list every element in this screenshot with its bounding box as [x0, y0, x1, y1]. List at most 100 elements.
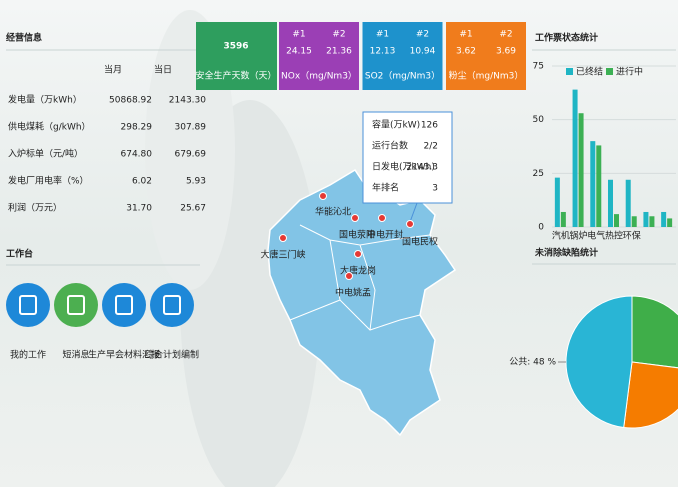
pie-slice [631, 295, 678, 369]
bar [631, 216, 637, 227]
kpi-box [196, 22, 277, 90]
unit-label: #1 [376, 30, 389, 40]
cell: 674.80 [121, 150, 153, 160]
column-header: 当日 [154, 64, 172, 76]
cell: 679.69 [175, 150, 207, 160]
bar [590, 141, 596, 227]
app-glyph[interactable] [163, 295, 181, 315]
legend-swatch [566, 68, 573, 75]
app-glyph[interactable] [115, 295, 133, 315]
app-label: 综合计划编制 [145, 349, 199, 361]
column-header: 当月 [104, 64, 122, 76]
app-glyph[interactable] [67, 295, 85, 315]
cell: 307.89 [175, 123, 207, 133]
map-border [289, 299, 341, 321]
legend-swatch [606, 68, 613, 75]
bar [578, 113, 584, 227]
kpi-value: 3596 [223, 42, 248, 52]
kpi-value: 10.94 [410, 47, 436, 57]
tooltip-value: 2143.3 [407, 163, 439, 173]
bar [596, 145, 602, 227]
app-label: 生产早会材料汇报 [88, 349, 160, 361]
row-label: 发电量（万kWh） [8, 94, 82, 106]
bar [560, 211, 566, 227]
kpi-value: 12.13 [370, 47, 396, 57]
x-tick-label: 电气 [587, 230, 605, 242]
kpi-value: 21.36 [326, 47, 352, 57]
plant-marker[interactable] [351, 214, 359, 222]
cell: 2143.30 [169, 96, 206, 106]
y-tick-label: 0 [538, 223, 544, 233]
unit-label: #1 [459, 30, 472, 40]
plant-label: 中电开封 [367, 229, 403, 241]
panel-title: 工作台 [6, 248, 33, 260]
kpi-label: 安全生产天数（天） [195, 70, 276, 82]
y-tick-label: 75 [533, 62, 544, 72]
row-label: 入炉标单（元/吨） [8, 148, 83, 160]
app-icon[interactable] [54, 283, 98, 327]
row-label: 利润（万元） [8, 202, 62, 214]
app-label: 我的工作 [10, 349, 46, 361]
chart-title: 未消除缺陷统计 [534, 247, 598, 259]
tooltip [362, 111, 453, 204]
bar [667, 218, 673, 227]
tooltip-key: 日发电(万kWh) [372, 161, 435, 173]
plant-label: 国电荥阳 [339, 229, 375, 241]
bar [625, 179, 631, 227]
app-icon[interactable] [6, 283, 50, 327]
pie-slice [565, 295, 633, 429]
cell: 50868.92 [109, 96, 152, 106]
plant-marker[interactable] [345, 272, 353, 280]
plant-label: 国电民权 [402, 236, 438, 248]
tooltip-value: 3 [432, 184, 438, 194]
bar [554, 177, 560, 227]
kpi-label: NOx（mg/Nm3） [281, 71, 357, 82]
tooltip-pointer [409, 202, 418, 223]
bar [661, 211, 667, 227]
kpi-box [279, 22, 359, 90]
cell: 31.70 [126, 204, 152, 214]
bar [643, 211, 649, 227]
tooltip-value: 126 [421, 121, 438, 131]
tooltip-key: 年排名 [372, 182, 399, 194]
cell: 298.29 [121, 123, 153, 133]
kpi-value: 24.15 [286, 47, 312, 57]
kpi-label: 粉尘（mg/Nm3） [449, 70, 524, 82]
kpi-box [362, 22, 443, 90]
slice-label: 公共: 48 % [509, 357, 556, 368]
plant-marker[interactable] [279, 234, 287, 242]
plant-label: 大唐三门峡 [260, 249, 305, 261]
plant-marker[interactable] [354, 250, 362, 258]
app-label: 短消息 [62, 349, 89, 361]
plant-marker[interactable] [319, 192, 327, 200]
cell: 25.67 [180, 204, 206, 214]
plant-label: 中电姚孟 [335, 287, 371, 299]
legend-label: 已终结 [576, 66, 603, 78]
kpi-value: 3.62 [456, 47, 476, 57]
unit-label: #2 [416, 30, 429, 40]
x-tick-label: 环保 [623, 230, 641, 242]
app-glyph[interactable] [19, 295, 37, 315]
kpi-box [446, 22, 526, 90]
plant-marker[interactable] [378, 214, 386, 222]
tooltip-key: 容量(万kW) [372, 119, 420, 131]
app-icon[interactable] [102, 283, 146, 327]
kpi-value: 3.69 [496, 47, 516, 57]
y-tick-label: 25 [533, 169, 544, 179]
x-tick-label: 热控 [605, 230, 623, 242]
pie-slice [623, 361, 678, 429]
bar [614, 214, 619, 227]
y-tick-label: 50 [533, 115, 545, 125]
unit-label: #2 [332, 30, 345, 40]
chart-title: 工作票状态统计 [535, 32, 598, 44]
plant-marker[interactable] [406, 220, 414, 228]
plant-label: 华能沁北 [315, 206, 351, 218]
x-tick-label: 锅炉 [570, 230, 588, 242]
kpi-label: SO2（mg/Nm3） [365, 71, 440, 82]
panel-title: 经营信息 [6, 32, 42, 44]
app-icon[interactable] [150, 283, 194, 327]
legend-label: 进行中 [616, 66, 643, 78]
bar [572, 89, 578, 227]
map-border [359, 244, 376, 331]
